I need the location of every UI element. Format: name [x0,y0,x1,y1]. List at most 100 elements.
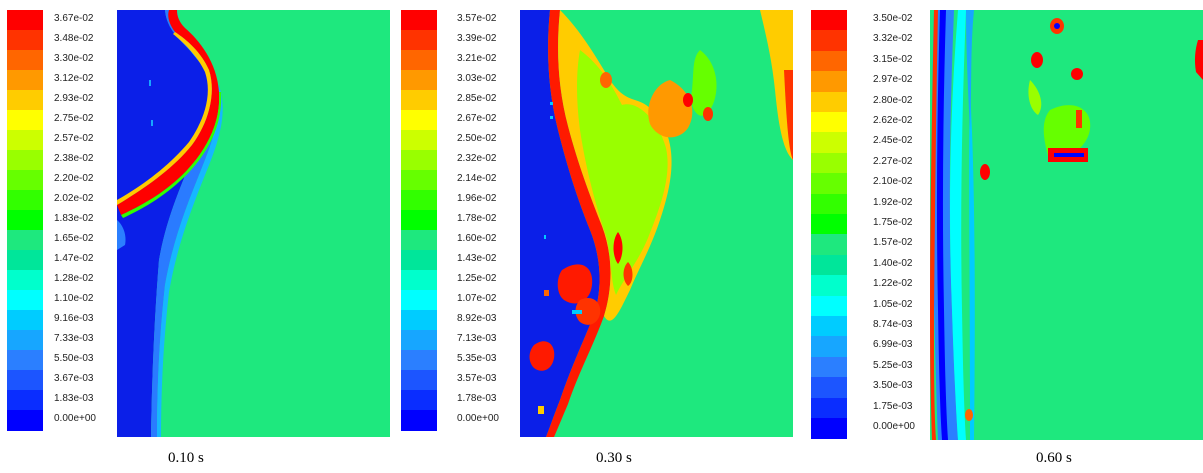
colorbar-swatch [401,390,437,411]
colorbar-tick-label: 1.47e-02 [54,253,94,264]
colorbar: 3.67e-02 3.48e-02 3.30e-02 3.12e-02 2.93e-02… [7,10,107,431]
colorbar-swatch [811,214,847,235]
colorbar-tick-label: 2.75e-02 [54,113,94,124]
colorbar-tick-label: 1.07e-02 [457,293,497,304]
colorbar-swatch [7,30,43,51]
colorbar-swatch [7,70,43,91]
colorbar-swatch [401,290,437,311]
colorbar-swatch [811,173,847,195]
colorbar-swatch [7,90,43,111]
panel-t060: 3.50e-02 3.32e-02 3.15e-02 2.97e-02 2.80e-02… [805,0,1203,473]
colorbar-tick-label: 2.97e-02 [873,74,913,86]
colorbar-tick-label: 2.62e-02 [873,115,913,126]
colorbar-swatch [7,230,43,251]
colorbar-swatch [7,310,43,331]
colorbar-tick-label: 2.67e-02 [457,113,497,124]
colorbar-swatch [401,410,437,431]
colorbar-tick-label: 1.78e-02 [457,213,497,224]
colorbar-tick-label: 0.00e+00 [873,421,915,432]
colorbar-swatch [401,210,437,231]
colorbar-swatch [7,170,43,191]
colorbar-tick-label: 2.57e-02 [54,133,94,144]
colorbar-swatch [7,50,43,71]
colorbar-swatch [401,170,437,191]
colorbar-swatch [401,310,437,331]
contour-image [520,10,793,437]
colorbar-tick-label: 1.65e-02 [54,233,94,244]
colorbar-tick-label: 1.43e-02 [457,253,497,264]
colorbar-tick-label: 1.78e-03 [457,393,497,404]
colorbar-tick-label: 1.05e-02 [873,298,913,310]
colorbar-swatch [811,193,847,215]
time-label: 0.10 s [168,450,204,466]
colorbar-tick-label: 2.20e-02 [54,173,94,184]
colorbar-swatch [7,190,43,211]
colorbar-tick-label: 5.50e-03 [54,353,94,364]
colorbar-swatch [7,10,43,31]
colorbar-swatch [401,370,437,391]
colorbar-tick-label: 1.96e-02 [457,193,497,204]
colorbar-swatch [401,10,437,31]
panel-t030: 3.57e-02 3.39e-02 3.21e-02 3.03e-02 2.85e-02… [400,0,805,473]
colorbar-swatch [401,190,437,211]
colorbar-tick-label: 2.14e-02 [457,173,497,184]
colorbar-tick-label: 8.92e-03 [457,313,497,324]
contour-plot [520,10,793,437]
colorbar: 3.50e-02 3.32e-02 3.15e-02 2.97e-02 2.80e-02… [811,10,921,440]
colorbar-swatch [811,30,847,52]
colorbar-tick-label: 1.40e-02 [873,257,913,269]
colorbar-swatch [7,110,43,131]
colorbar-swatch [811,152,847,174]
colorbar-tick-label: 2.85e-02 [457,93,497,104]
colorbar-tick-label: 3.15e-02 [873,53,913,65]
colorbar-swatch [811,132,847,154]
colorbar-swatch [811,10,847,31]
contour-image [930,10,1203,440]
colorbar-tick-label: 3.67e-02 [54,13,94,24]
colorbar-tick-label: 1.57e-02 [873,237,913,249]
colorbar-swatch [401,70,437,91]
contour-plot [930,10,1203,440]
colorbar-tick-label: 3.57e-02 [457,13,497,24]
colorbar-swatch [401,150,437,171]
colorbar-tick-label: 5.25e-03 [873,359,913,371]
colorbar-swatch [811,316,847,337]
colorbar-swatch [401,330,437,351]
colorbar-tick-label: 2.32e-02 [457,153,497,164]
colorbar-tick-label: 2.27e-02 [873,155,913,167]
colorbar-swatch [7,250,43,271]
time-label: 0.30 s [596,450,632,466]
colorbar-swatch [811,356,847,378]
colorbar-tick-label: 1.60e-02 [457,233,497,244]
time-label: 0.60 s [1036,450,1072,466]
colorbar-tick-label: 2.93e-02 [54,93,94,104]
colorbar-tick-label: 2.10e-02 [873,176,913,188]
colorbar-tick-label: 2.50e-02 [457,133,497,144]
colorbar-tick-label: 1.25e-02 [457,273,497,284]
colorbar-swatch [811,397,847,419]
colorbar-swatch [401,270,437,291]
colorbar-swatch [7,330,43,351]
colorbar-tick-label: 1.28e-02 [54,273,94,284]
colorbar-tick-label: 3.30e-02 [54,53,94,64]
colorbar-tick-label: 1.75e-03 [873,400,913,412]
colorbar-tick-label: 2.45e-02 [873,135,913,147]
colorbar-swatch [401,50,437,71]
colorbar-swatch [7,410,43,431]
colorbar-swatch [811,71,847,93]
colorbar-tick-label: 0.00e+00 [54,413,96,424]
colorbar-tick-label: 3.32e-02 [873,33,913,45]
colorbar-swatch [811,418,847,439]
colorbar-tick-label: 2.80e-02 [873,94,913,106]
colorbar-tick-label: 3.48e-02 [54,33,94,44]
colorbar-tick-label: 5.35e-03 [457,353,497,364]
colorbar-swatch [401,350,437,371]
colorbar: 3.57e-02 3.39e-02 3.21e-02 3.03e-02 2.85e-02… [401,10,511,431]
colorbar-swatch [7,130,43,151]
colorbar-tick-label: 7.33e-03 [54,333,94,344]
colorbar-swatch [401,250,437,271]
colorbar-tick-label: 8.74e-03 [873,319,913,330]
colorbar-tick-label: 2.38e-02 [54,153,94,164]
colorbar-swatch [811,254,847,276]
contour-image [117,10,390,437]
